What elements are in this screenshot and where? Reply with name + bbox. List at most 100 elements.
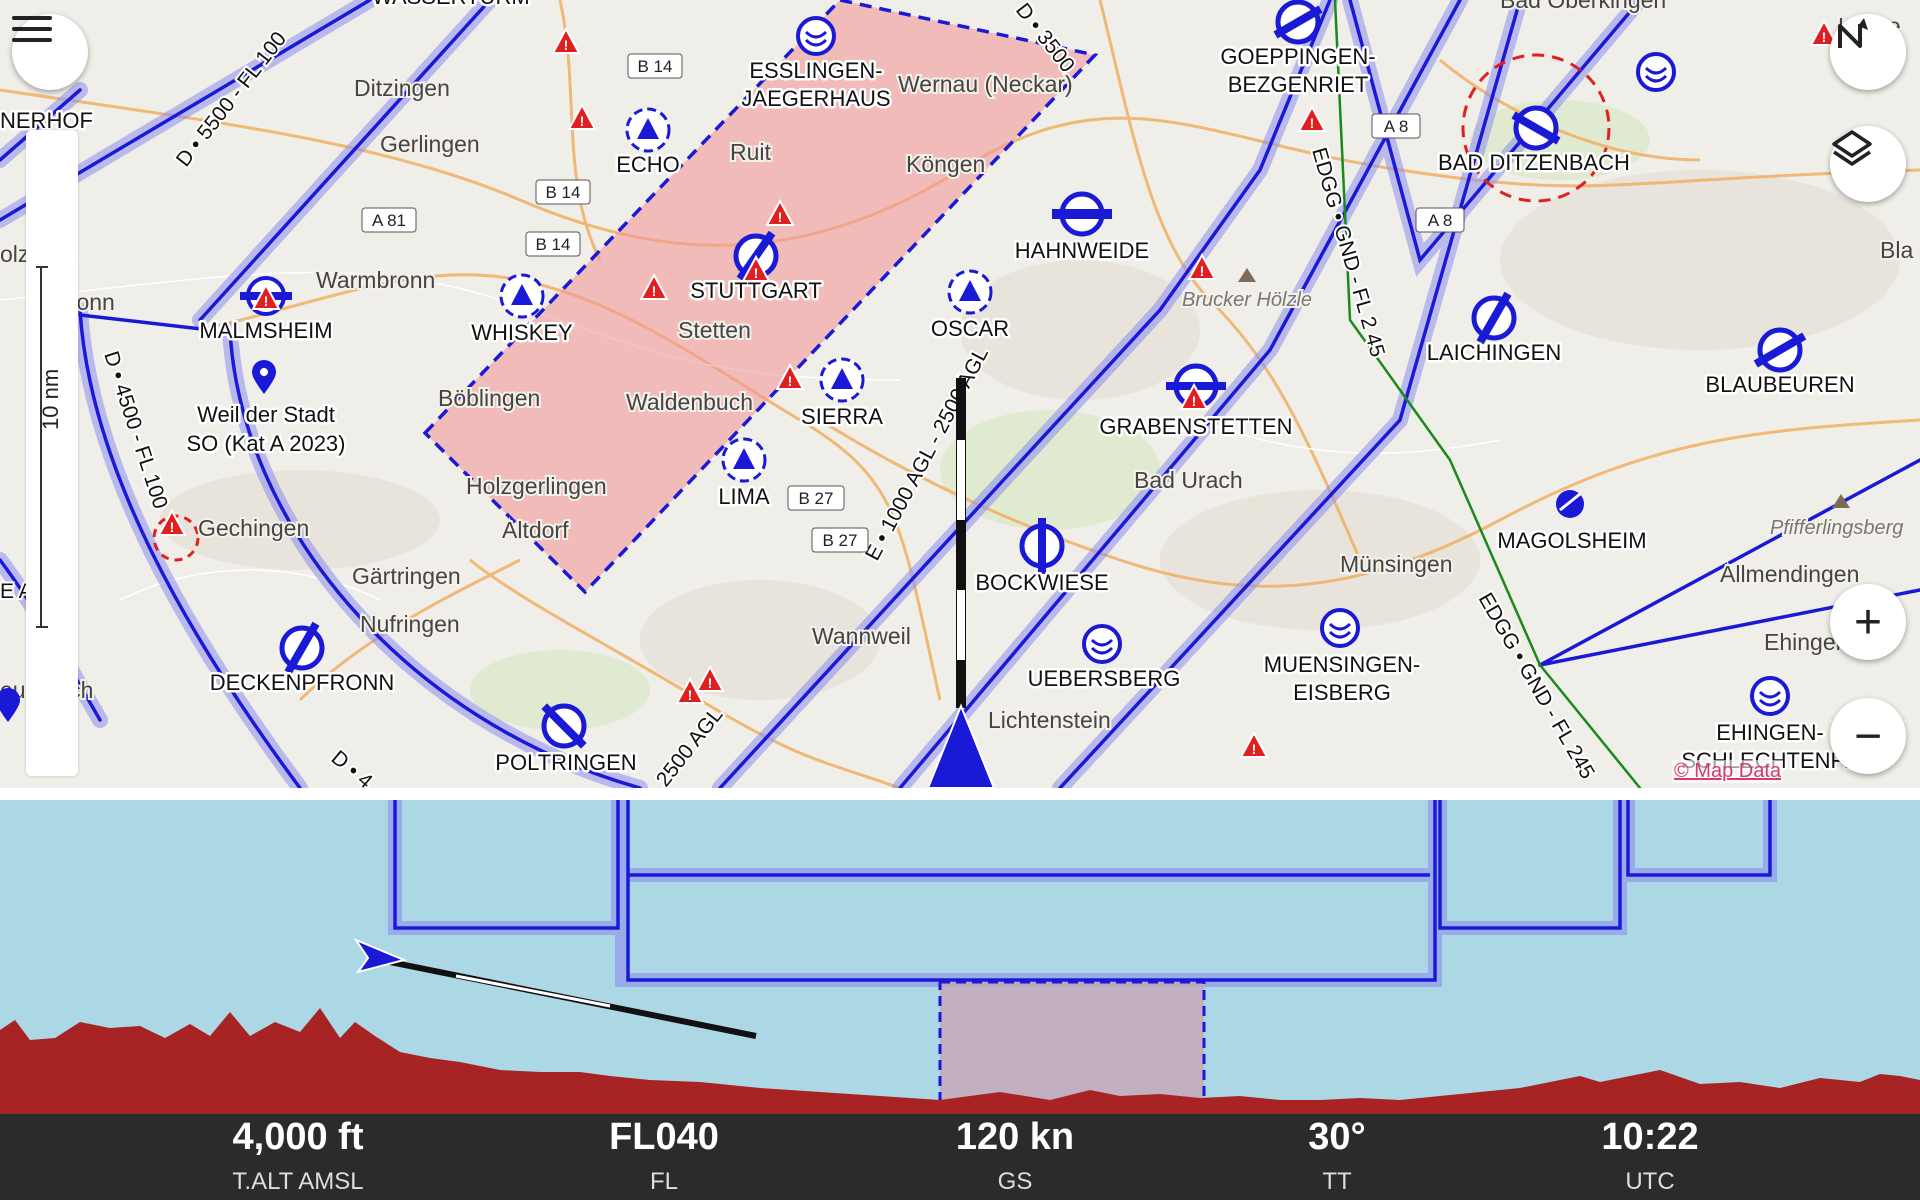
svg-text:BLAUBEUREN: BLAUBEUREN: [1705, 372, 1854, 397]
map-attribution-link[interactable]: © Map Data: [1672, 760, 1784, 783]
stat-tt-value: 30°: [1308, 1116, 1366, 1158]
label-line: MUENSINGEN-: [1264, 652, 1420, 677]
svg-text:ESSLINGEN-JAEGERHAUS: ESSLINGEN- JAEGERHAUS: [741, 58, 890, 111]
svg-text:UEBERSBERG: UEBERSBERG: [1028, 666, 1181, 691]
svg-text:POLTRINGEN: POLTRINGEN: [495, 750, 636, 775]
stat-ground-speed[interactable]: 120 kn GS: [875, 1114, 1155, 1196]
reporting-point-sierra-icon: [819, 357, 865, 403]
airport-hahnweide-icon: [1052, 191, 1112, 237]
svg-text:Waldenbuch: Waldenbuch: [626, 389, 753, 415]
svg-text:WASSERTURM: WASSERTURM: [372, 0, 530, 9]
stat-utc-time[interactable]: 10:22 UTC: [1510, 1114, 1790, 1196]
svg-text:Bad Urach: Bad Urach: [1134, 467, 1243, 493]
reporting-point-whiskey-icon: [499, 273, 545, 319]
svg-text:B 14: B 14: [536, 235, 571, 254]
stat-flight-level[interactable]: FL040 FL: [524, 1114, 804, 1196]
svg-text:MAGOLSHEIM: MAGOLSHEIM: [1497, 528, 1646, 553]
svg-text:!: !: [1200, 263, 1205, 279]
svg-text:A 8: A 8: [1428, 211, 1453, 230]
stat-altitude[interactable]: 4,000 ft T.ALT AMSL: [158, 1114, 438, 1196]
airport-ehingen-icon: [1750, 676, 1790, 716]
svg-text:MUENSINGEN-EISBERG: MUENSINGEN- EISBERG: [1264, 652, 1420, 705]
svg-text:Allmendingen: Allmendingen: [1720, 561, 1859, 587]
label-line: EHINGEN-: [1716, 720, 1824, 745]
airport-laichingen-icon: [1471, 291, 1517, 345]
stat-gs-value: 120 kn: [955, 1116, 1075, 1158]
svg-text:LAICHINGEN: LAICHINGEN: [1427, 340, 1561, 365]
svg-text:Bla: Bla: [1880, 237, 1913, 263]
terrain-profile: [0, 1008, 1920, 1114]
svg-text:Gechingen: Gechingen: [198, 515, 309, 541]
svg-text:LIMA: LIMA: [718, 484, 770, 509]
poi-pin-icon[interactable]: [252, 360, 276, 394]
airport-bockwiese-icon: [1019, 518, 1065, 574]
ownship: [926, 378, 996, 788]
svg-text:!: !: [754, 265, 759, 281]
zoom-in-button[interactable]: +: [1830, 584, 1906, 660]
airport-muensingen-icon: [1320, 608, 1360, 648]
north-up-button[interactable]: [1830, 14, 1906, 90]
stat-tt-label: TT: [1322, 1168, 1352, 1195]
reporting-point-oscar-icon: [947, 269, 993, 315]
svg-text:!: !: [264, 293, 269, 309]
airport-labels: ESSLINGEN- JAEGERHAUS GOEPPINGEN- BEZGENRI…: [184, 42, 1861, 778]
svg-text:B 27: B 27: [799, 489, 834, 508]
stat-utc-label: UTC: [1625, 1168, 1675, 1195]
label-line: Weil der Stadt: [197, 402, 335, 427]
reporting-point-echo-icon: [625, 107, 671, 153]
moving-map[interactable]: D • 5500 - FL 100 D • 4500 - FL 100 E • …: [0, 0, 1920, 788]
svg-text:SIERRA: SIERRA: [801, 404, 883, 429]
svg-text:WHISKEY: WHISKEY: [471, 320, 573, 345]
svg-text:A 81: A 81: [372, 211, 406, 230]
stat-gs-label: GS: [997, 1168, 1033, 1195]
svg-text:Münsingen: Münsingen: [1340, 551, 1453, 577]
vertical-profile-view[interactable]: [0, 800, 1920, 1114]
airport-icons[interactable]: [240, 0, 1807, 749]
svg-text:Wernau (Neckar): Wernau (Neckar): [898, 71, 1073, 97]
svg-text:!: !: [580, 113, 585, 129]
flight-info-bar: 4,000 ft T.ALT AMSL FL040 FL 120 kn GS 3…: [0, 1114, 1920, 1200]
menu-button[interactable]: [12, 14, 88, 90]
svg-text:Wannweil: Wannweil: [812, 623, 911, 649]
zoom-out-button[interactable]: −: [1830, 698, 1906, 774]
panel-divider[interactable]: [0, 788, 1920, 800]
svg-text:HAHNWEIDE: HAHNWEIDE: [1015, 238, 1149, 263]
svg-text:Holzgerlingen: Holzgerlingen: [466, 473, 607, 499]
airport-uebersberg-icon: [1082, 624, 1122, 664]
map-canvas[interactable]: D • 5500 - FL 100 D • 4500 - FL 100 E • …: [0, 0, 1920, 788]
svg-text:!: !: [652, 283, 657, 299]
profile-aircraft-icon: [353, 937, 408, 974]
airport-poltringen-icon: [541, 703, 587, 749]
airport-extra-icon: [1636, 52, 1676, 92]
svg-text:!: !: [788, 373, 793, 389]
scale-label: 10 nm: [38, 368, 63, 430]
svg-text:Bad Oberkingen: Bad Oberkingen: [1500, 0, 1666, 13]
svg-text:Böblingen: Böblingen: [438, 385, 540, 411]
aircraft-icon: [926, 703, 996, 788]
svg-text:!: !: [708, 675, 713, 691]
reporting-points[interactable]: [499, 107, 993, 483]
svg-text:BOCKWIESE: BOCKWIESE: [975, 570, 1108, 595]
airport-bad-ditzenbach-icon: [1511, 105, 1561, 151]
label-line: SO (Kat A 2023): [187, 431, 346, 456]
layers-icon: [1832, 130, 1872, 166]
svg-text:!: !: [688, 687, 693, 703]
layers-button[interactable]: [1830, 126, 1906, 202]
svg-text:GRABENSTETTEN: GRABENSTETTEN: [1099, 414, 1292, 439]
stat-utc-value: 10:22: [1601, 1116, 1699, 1158]
stat-true-track[interactable]: 30° TT: [1197, 1114, 1477, 1196]
airport-goeppingen-icon: [1273, 0, 1323, 45]
label-line: ESSLINGEN-: [749, 58, 882, 83]
scale-bar: 10 nm: [26, 130, 78, 776]
svg-text:Gärtringen: Gärtringen: [352, 563, 461, 589]
stat-altitude-label: T.ALT AMSL: [232, 1168, 364, 1195]
svg-text:B 14: B 14: [546, 183, 581, 202]
svg-text:Lichtenstein: Lichtenstein: [988, 707, 1111, 733]
svg-text:STUTTGART: STUTTGART: [690, 278, 822, 303]
label-line: EISBERG: [1293, 680, 1391, 705]
svg-text:B 27: B 27: [823, 531, 858, 550]
svg-text:Warmbronn: Warmbronn: [316, 267, 435, 293]
svg-text:Ditzingen: Ditzingen: [354, 75, 450, 101]
svg-text:!: !: [1822, 29, 1827, 45]
